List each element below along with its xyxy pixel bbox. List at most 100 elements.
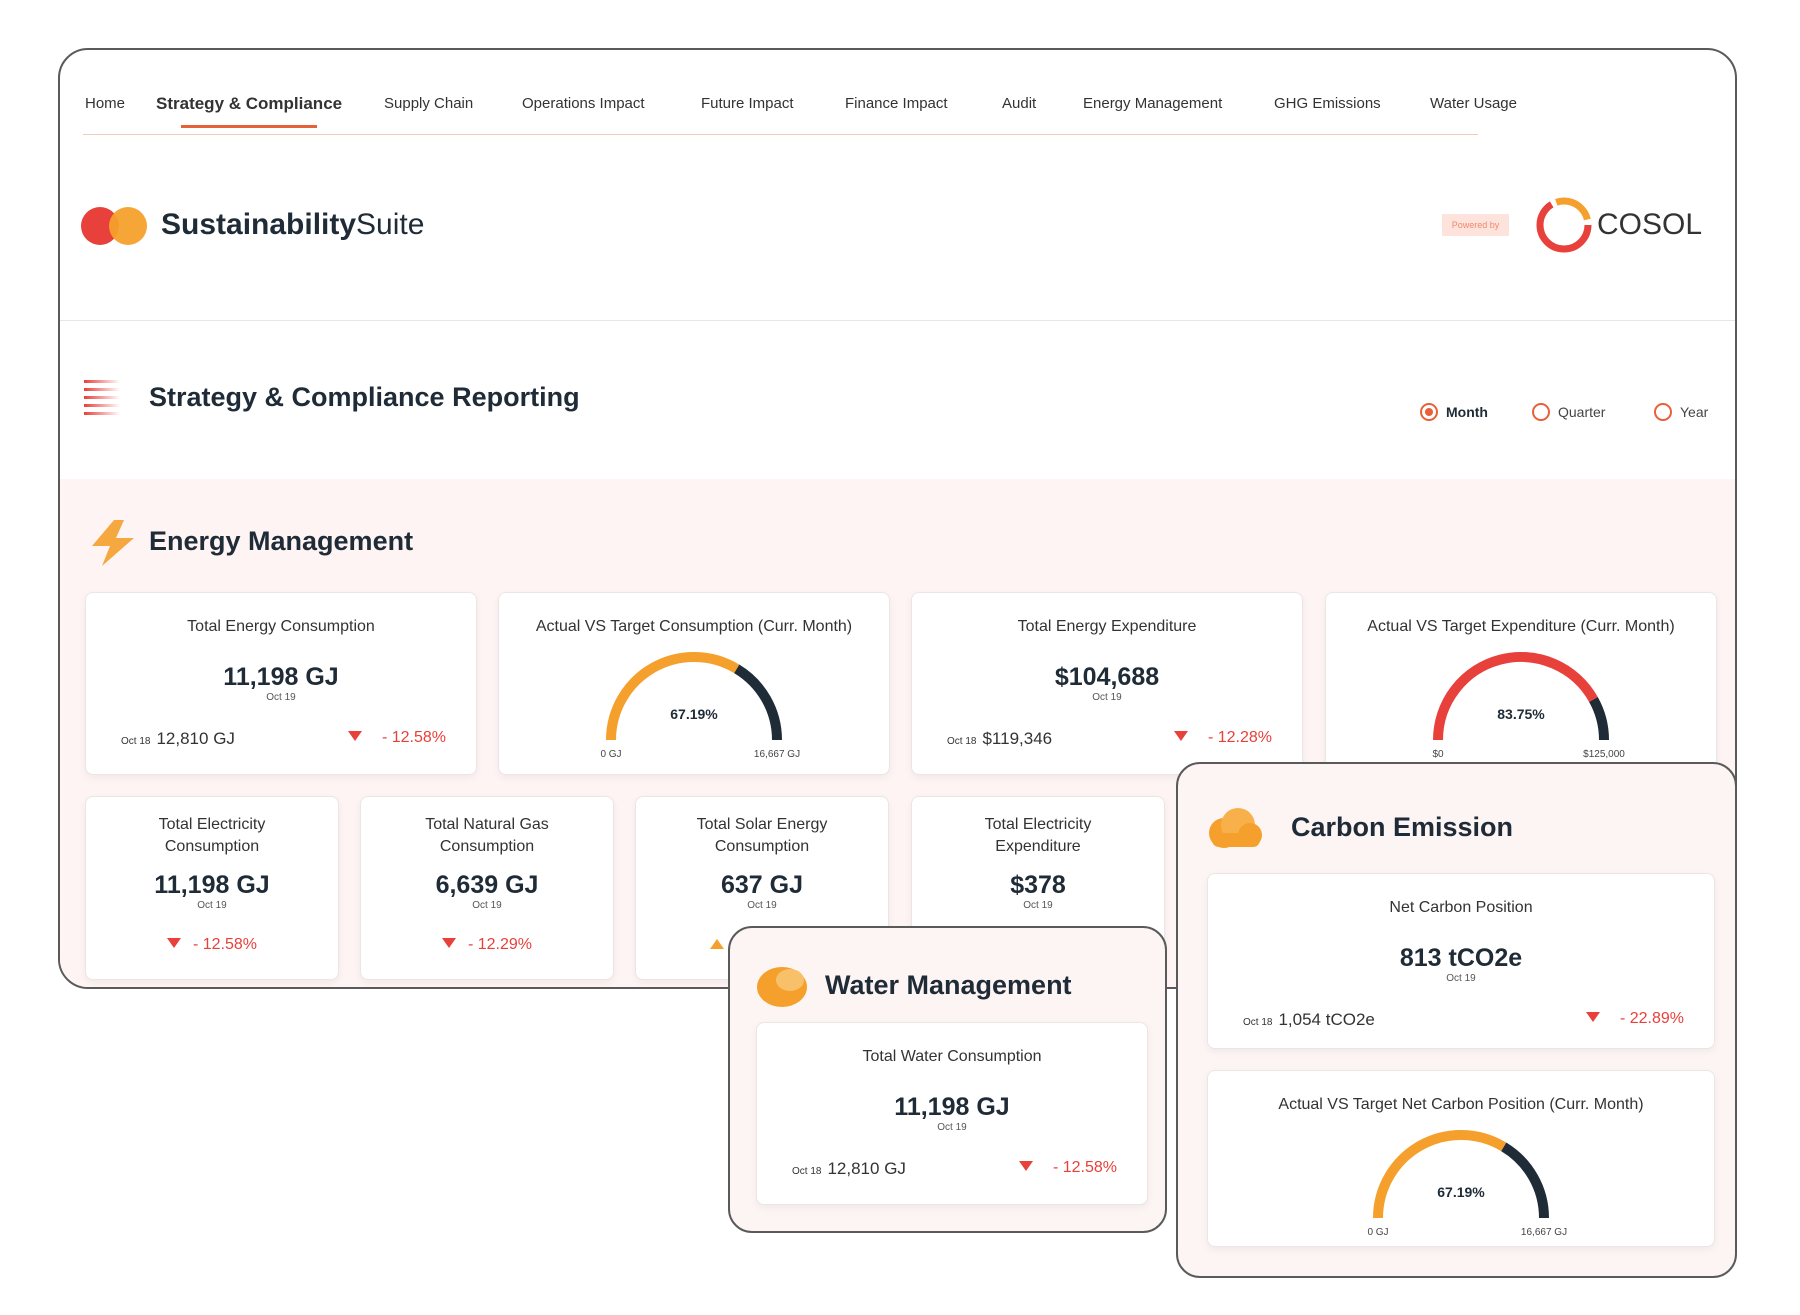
nav-item[interactable]: Energy Management [1083,95,1223,112]
previous-value: 12,810 GJ [156,729,235,748]
gauge-value [1373,1130,1507,1219]
period-radio[interactable]: Month [1420,403,1488,421]
change-value: - 12.58% [192,936,258,953]
card-date: Oct 19 [197,900,227,911]
card-title: Total Energy Expenditure [1017,618,1197,635]
energy-title: Energy Management [149,526,414,556]
nav-item[interactable]: GHG Emissions [1274,95,1381,112]
stat-card: Net Carbon Position 813 tCO2e Oct 19 Oct 18… [1207,873,1715,1049]
small-card: Total Electricity Consumption 11,198 GJ Oc… [85,796,339,980]
carbon-icon [1209,808,1262,848]
card-date: Oct 19 [747,900,777,911]
gauge-min: 0 GJ [600,749,621,760]
period-radio[interactable]: Quarter [1532,403,1605,421]
previous-date: Oct 18 [947,736,977,747]
gauge-card: Actual VS Target Consumption (Curr. Mont… [498,592,890,775]
report-title: Strategy & Compliance Reporting [149,382,580,412]
nav-item[interactable]: Audit [1002,95,1037,112]
previous-period: Oct 18 $119,346 [947,729,1052,749]
card-title: Total Energy Consumption [187,618,375,635]
change-value: - 12.29% [467,936,533,953]
brand-name: SustainabilitySuite [161,208,424,242]
gauge-track [1500,1142,1549,1219]
gauge-min: $0 [1432,749,1444,760]
card-value: 11,198 GJ [154,871,270,899]
nav-item[interactable]: Water Usage [1430,95,1517,112]
gauge-label: 67.19% [670,706,718,722]
gauge-card: Actual VS Target Expenditure (Curr. Mont… [1325,592,1717,775]
card-date: Oct 19 [1446,973,1476,984]
card-value: $104,688 [1054,663,1160,691]
nav-item[interactable]: Home [85,95,126,112]
down-arrow [1173,731,1188,741]
change-value: - 22.89% [1619,1010,1684,1027]
card-date: Oct 19 [266,692,296,703]
small-card: Total Natural Gas Consumption 6,639 GJ Oct… [360,796,614,980]
change: - 12.28% [1173,729,1272,747]
nav-item[interactable]: Operations Impact [522,95,645,112]
card-value: 11,198 GJ [894,1093,1010,1121]
gauge: 67.19% 0 GJ 16,667 GJ [600,652,800,760]
previous-date: Oct 18 [121,736,151,747]
previous-value: 1,054 tCO2e [1278,1010,1375,1029]
card-value: 11,198 GJ [223,663,339,691]
gauge: 67.19% 0 GJ 16,667 GJ [1367,1130,1567,1238]
water-panel: Water Management Total Water Consumption… [728,926,1167,1233]
nav-item[interactable]: Strategy & Compliance [156,94,343,128]
previous-date: Oct 18 [792,1166,822,1177]
carbon-panel: Carbon Emission Net Carbon Position 813 t… [1176,762,1737,1278]
down-arrow [441,938,456,948]
nav-item[interactable]: Finance Impact [845,95,948,112]
stat-card: Total Energy Expenditure $104,688 Oct 19 Oc… [911,592,1303,775]
change: - 12.58% [347,729,446,747]
previous-period: Oct 18 1,054 tCO2e [1243,1010,1375,1030]
card-title: Total Electricity Consumption [158,816,266,855]
header-divider [60,320,1735,321]
nav-item[interactable]: Supply Chain [384,95,474,112]
card-value: 813 tCO2e [1399,944,1523,972]
report-icon [84,380,120,415]
gauge-track [1588,697,1609,741]
card-title: Total Electricity Expenditure [984,816,1092,855]
nav-divider [83,134,1478,135]
gauge-label: 67.19% [1437,1184,1485,1200]
previous-value: 12,810 GJ [827,1159,906,1178]
gauge-value [1433,652,1598,741]
change-value: - 12.58% [1052,1159,1117,1176]
gauge-max: $125,000 [1583,749,1625,760]
brand-logo [81,207,147,245]
gauge-track [733,664,782,741]
partner-logo [1536,197,1592,253]
card-date: Oct 19 [1023,900,1053,911]
gauge-min: 0 GJ [1367,1227,1388,1238]
energy-icon [92,520,134,566]
card-value: 637 GJ [720,871,803,899]
nav-item[interactable]: Future Impact [701,95,794,112]
card-title: Total Solar Energy Consumption [696,816,828,855]
card-title: Actual VS Target Net Carbon Position (Cu… [1278,1096,1644,1113]
brand-name-bold: Sustainability [161,208,357,241]
change-value: - 12.28% [1207,729,1272,746]
up-arrow [710,939,724,949]
card-value: $378 [1010,871,1066,899]
card-title: Actual VS Target Consumption (Curr. Mont… [535,618,853,635]
previous-period: Oct 18 12,810 GJ [121,729,235,749]
card-title: Total Natural Gas Consumption [425,816,549,855]
gauge-max: 16,667 GJ [754,749,800,760]
down-arrow [1585,1012,1600,1022]
period-radio[interactable]: Year [1654,403,1708,421]
card-value: 6,639 GJ [435,871,539,899]
water-title: Water Management [825,970,1072,1000]
card-date: Oct 19 [472,900,502,911]
stat-card: Total Energy Consumption 11,198 GJ Oct 19 O… [85,592,477,775]
change-value: - 12.58% [381,729,446,746]
down-arrow [347,731,362,741]
gauge-label: 83.75% [1497,706,1545,722]
gauge: 83.75% $0 $125,000 [1432,652,1625,760]
gauge-card: Actual VS Target Net Carbon Position (Cu… [1207,1070,1715,1247]
water-icon [757,967,807,1007]
carbon-title: Carbon Emission [1291,812,1514,842]
previous-value: $119,346 [982,729,1053,748]
change: - 12.58% [86,936,338,954]
